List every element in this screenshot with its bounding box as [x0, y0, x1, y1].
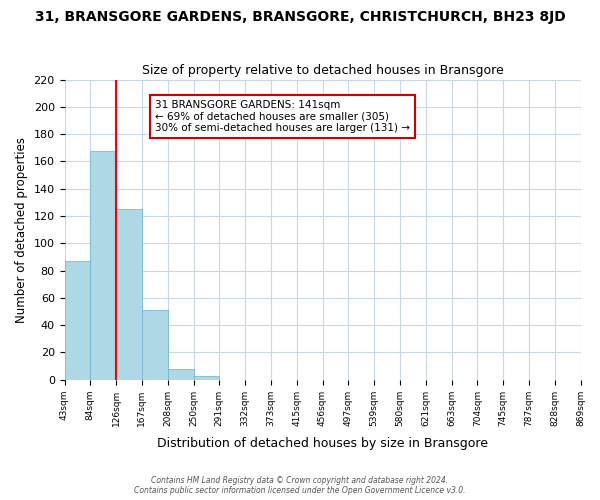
Y-axis label: Number of detached properties: Number of detached properties [15, 136, 28, 322]
Bar [168, 369, 194, 380]
Title: Size of property relative to detached houses in Bransgore: Size of property relative to detached ho… [142, 64, 503, 77]
Bar [116, 209, 142, 380]
Bar [91, 150, 116, 380]
Text: 31 BRANSGORE GARDENS: 141sqm
← 69% of detached houses are smaller (305)
30% of s: 31 BRANSGORE GARDENS: 141sqm ← 69% of de… [155, 100, 410, 133]
Text: Contains HM Land Registry data © Crown copyright and database right 2024.
Contai: Contains HM Land Registry data © Crown c… [134, 476, 466, 495]
Bar [194, 376, 220, 380]
Bar [142, 310, 168, 380]
Text: 31, BRANSGORE GARDENS, BRANSGORE, CHRISTCHURCH, BH23 8JD: 31, BRANSGORE GARDENS, BRANSGORE, CHRIST… [35, 10, 565, 24]
Bar [65, 261, 91, 380]
X-axis label: Distribution of detached houses by size in Bransgore: Distribution of detached houses by size … [157, 437, 488, 450]
